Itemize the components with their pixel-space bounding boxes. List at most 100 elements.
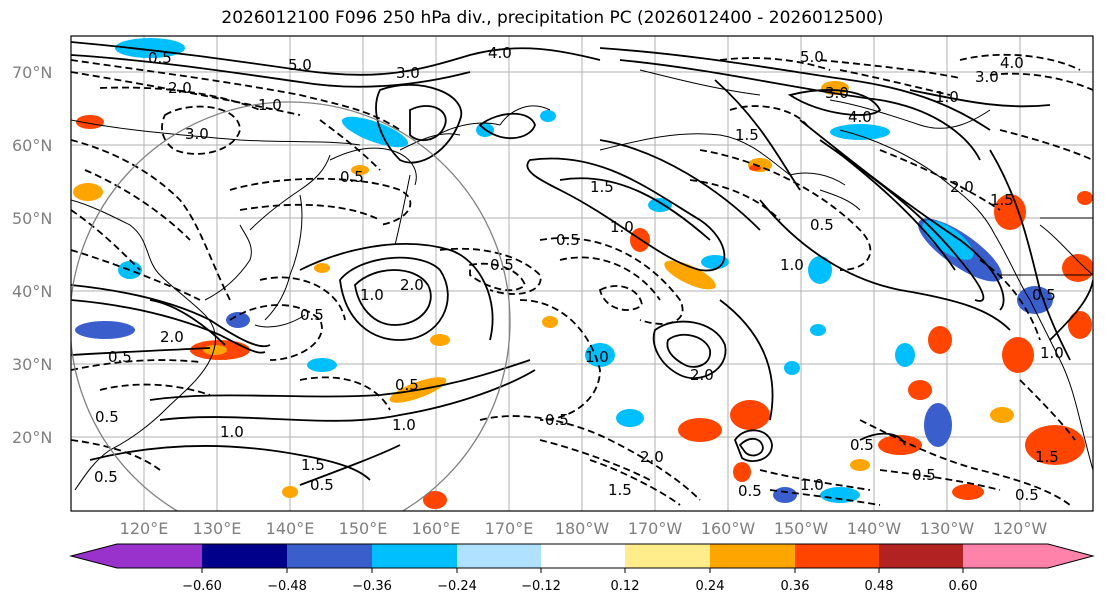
contour-label: 5.0	[800, 48, 824, 66]
contour-label: 1.0	[258, 96, 282, 114]
contour-labels: 0.5 2.0 3.0 5.0 4.0 3.0 1.0 2.0 1.5 1.0 …	[94, 44, 1064, 504]
colorbar-segment	[795, 544, 879, 568]
lon-label: 130°W	[920, 519, 975, 538]
contour-label: 1.0	[585, 348, 609, 366]
contour-label: 2.0	[160, 328, 184, 346]
contour-label: 1.5	[735, 126, 759, 144]
colorbar: −0.60 −0.48 −0.36 −0.24 −0.12 0.12 0.24 …	[69, 543, 1095, 594]
colorbar-segment	[287, 544, 372, 568]
colorbar-segment	[963, 544, 1048, 568]
lon-label: 120°E	[120, 519, 169, 538]
lon-label: 160°E	[412, 519, 461, 538]
coastlines	[71, 69, 1093, 491]
contour-label: 3.0	[975, 68, 999, 86]
contour-label: 0.5	[148, 49, 172, 67]
colorbar-tick-label: 0.24	[696, 579, 725, 594]
contour-label: 2.0	[400, 276, 424, 294]
colorbar-segment	[202, 544, 287, 568]
precip-shading	[73, 38, 1093, 509]
positive-contours	[71, 41, 1093, 486]
lon-label: 130°E	[193, 519, 242, 538]
contour-label: 0.5	[310, 476, 334, 494]
contour-label: 0.5	[545, 411, 569, 429]
contour-label: 2.0	[168, 79, 192, 97]
lon-label: 150°E	[339, 519, 388, 538]
map-title: 2026012100 F096 250 hPa div., precipitat…	[221, 8, 884, 28]
colorbar-segment	[117, 544, 202, 568]
region-circle	[71, 101, 511, 511]
colorbar-tick-label: −0.12	[521, 579, 561, 594]
contour-label: 0.5	[810, 216, 834, 234]
contour-label: 1.0	[610, 218, 634, 236]
colorbar-segment	[541, 544, 625, 568]
contour-label: 4.0	[848, 108, 872, 126]
contour-label: 1.0	[220, 423, 244, 441]
contour-label: 4.0	[488, 44, 512, 62]
lon-label: 160°W	[701, 519, 756, 538]
contour-label: 0.5	[395, 376, 419, 394]
contour-label: 1.0	[935, 88, 959, 106]
contour-label: 3.0	[825, 84, 849, 102]
colorbar-tick-label: 0.12	[611, 579, 640, 594]
gridlines	[71, 36, 1093, 511]
contour-label: 0.5	[108, 348, 132, 366]
contour-label: 1.5	[301, 456, 325, 474]
contour-label: 1.0	[1040, 344, 1064, 362]
lon-label: 140°E	[266, 519, 315, 538]
contour-label: 0.5	[94, 468, 118, 486]
colorbar-extend-low	[71, 544, 117, 568]
contour-label: 1.0	[360, 286, 384, 304]
contour-label: 3.0	[185, 125, 209, 143]
contour-label: 0.5	[1015, 486, 1039, 504]
contour-label: 0.5	[95, 408, 119, 426]
colorbar-tick-label: −0.48	[267, 579, 307, 594]
colorbar-tick-label: −0.60	[182, 579, 222, 594]
lon-label: 150°W	[774, 519, 829, 538]
contour-label: 0.5	[490, 256, 514, 274]
longitude-labels: 120°E 130°E 140°E 150°E 160°E 170°E 180°…	[120, 519, 1048, 538]
lon-label: 140°W	[847, 519, 902, 538]
lon-label: 180°W	[555, 519, 610, 538]
lat-label-50n: 50°N	[12, 209, 52, 228]
lon-label: 120°W	[993, 519, 1048, 538]
negative-contours	[71, 53, 1093, 506]
colorbar-tick-label: 0.36	[781, 579, 810, 594]
contour-label: 1.5	[1035, 448, 1059, 466]
colorbar-extend-high	[1048, 544, 1093, 568]
lat-label-30n: 30°N	[12, 355, 52, 374]
contour-label: 1.0	[800, 476, 824, 494]
contour-label: 3.0	[396, 64, 420, 82]
contour-label: 2.0	[690, 366, 714, 384]
colorbar-segment	[879, 544, 963, 568]
contour-label: 0.5	[912, 466, 936, 484]
colorbar-tick-label: −0.24	[437, 579, 477, 594]
lat-label-70n: 70°N	[12, 63, 52, 82]
contour-label: 1.0	[780, 256, 804, 274]
colorbar-segment	[372, 544, 457, 568]
colorbar-segment	[457, 544, 541, 568]
lat-label-40n: 40°N	[12, 282, 52, 301]
colorbar-tick-label: −0.36	[352, 579, 392, 594]
colorbar-outline	[69, 543, 1095, 569]
contour-label: 2.0	[640, 448, 664, 466]
contour-label: 1.0	[392, 416, 416, 434]
contour-label: 0.5	[850, 436, 874, 454]
lon-label: 170°E	[485, 519, 534, 538]
lat-label-20n: 20°N	[12, 428, 52, 447]
contour-label: 1.5	[990, 191, 1014, 209]
contour-label: 1.5	[608, 481, 632, 499]
latitude-labels: 70°N 60°N 50°N 40°N 30°N 20°N	[12, 63, 52, 447]
colorbar-tick-label: 0.48	[865, 579, 894, 594]
contour-label: 5.0	[288, 56, 312, 74]
contour-label: 0.5	[556, 231, 580, 249]
lat-label-60n: 60°N	[12, 136, 52, 155]
colorbar-tick-label: 0.60	[949, 579, 978, 594]
map-border	[70, 35, 1094, 512]
contour-label: 2.0	[950, 178, 974, 196]
contour-label: 0.5	[340, 168, 364, 186]
contour-label: 4.0	[1000, 54, 1024, 72]
contour-label: 0.5	[1032, 286, 1056, 304]
contour-label: 0.5	[738, 482, 762, 500]
contour-label: 0.5	[300, 306, 324, 324]
